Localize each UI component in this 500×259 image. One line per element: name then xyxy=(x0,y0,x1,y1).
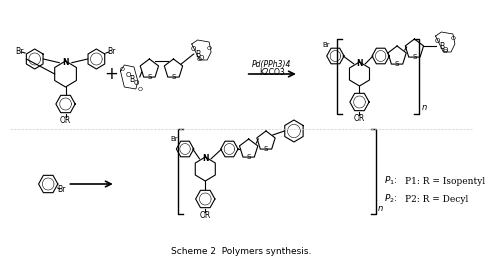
Text: Br: Br xyxy=(170,136,178,142)
Text: B: B xyxy=(195,49,200,59)
Text: N: N xyxy=(62,57,69,67)
Text: O: O xyxy=(191,46,196,52)
Text: S: S xyxy=(246,154,251,160)
Text: O: O xyxy=(435,38,440,44)
Text: S: S xyxy=(264,146,268,152)
Text: P1: R = Isopentyl: P1: R = Isopentyl xyxy=(405,176,485,185)
Text: S: S xyxy=(172,74,175,80)
Text: n: n xyxy=(378,204,383,213)
Text: n: n xyxy=(422,103,428,112)
Text: $P_2$:: $P_2$: xyxy=(384,193,397,205)
Text: O: O xyxy=(120,67,125,71)
Text: O: O xyxy=(133,80,138,86)
Text: Br: Br xyxy=(58,184,66,193)
Text: O: O xyxy=(206,46,212,51)
Text: Br: Br xyxy=(108,47,116,55)
Text: Scheme 2  Polymers synthesis.: Scheme 2 Polymers synthesis. xyxy=(171,247,311,255)
Text: K2CO3: K2CO3 xyxy=(259,68,284,76)
Text: O: O xyxy=(198,55,204,61)
Text: S: S xyxy=(395,61,400,67)
Text: P2: R = Decyl: P2: R = Decyl xyxy=(405,195,468,204)
Text: O: O xyxy=(126,72,131,78)
Text: B: B xyxy=(439,41,444,51)
Text: O: O xyxy=(197,56,202,61)
Text: Br: Br xyxy=(15,47,24,55)
Text: Pd(PPh3)4: Pd(PPh3)4 xyxy=(252,60,292,68)
Text: OR: OR xyxy=(354,113,365,123)
Text: O: O xyxy=(443,48,448,54)
Text: O: O xyxy=(442,47,448,53)
Text: N: N xyxy=(202,154,208,162)
Text: O: O xyxy=(137,87,142,91)
Text: N: N xyxy=(356,59,362,68)
Text: O: O xyxy=(450,35,456,40)
Text: OR: OR xyxy=(60,116,71,125)
Text: $P_1$:: $P_1$: xyxy=(384,175,397,187)
Text: S: S xyxy=(147,74,152,80)
Text: B: B xyxy=(130,75,134,83)
Text: Br: Br xyxy=(322,42,330,48)
Text: S: S xyxy=(412,54,416,60)
Text: +: + xyxy=(104,65,118,83)
Text: OR: OR xyxy=(200,211,211,219)
